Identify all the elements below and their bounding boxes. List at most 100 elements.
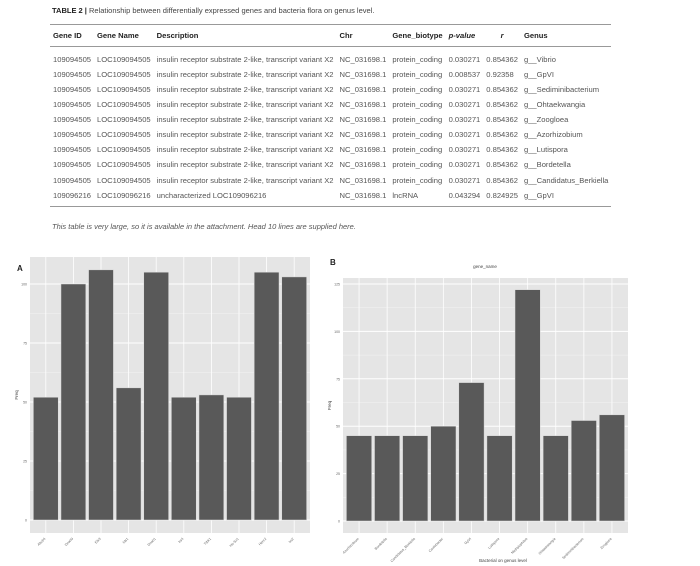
column-header: Description (153, 24, 337, 47)
x-tick-label: Herc2 (258, 537, 267, 546)
table-caption-text: Relationship between differentially expr… (88, 6, 375, 15)
table-row: 109094505 LOC109094505 insulin receptor su… (50, 112, 611, 127)
table-cell: g__Lutispora (523, 145, 568, 155)
table-cell: protein_coding (392, 115, 443, 125)
table-cell: LOC109094505 (97, 145, 151, 155)
table-cell: LOC109094505 (97, 84, 151, 94)
table-cell: protein_coding (392, 145, 443, 155)
table-cell: 0.030271 (448, 84, 481, 94)
table-cell: 109094505 (53, 145, 92, 155)
y-tick-label: 125 (334, 283, 340, 287)
x-tick-label: Zoogloea (599, 537, 612, 550)
table-row: 109094505 LOC109094505 insulin receptor su… (50, 172, 611, 187)
table-row: 109094505 LOC109094505 insulin receptor su… (50, 82, 611, 97)
table-cell: LOC109094505 (97, 100, 151, 110)
table-row: 109094505 LOC109094505 insulin receptor su… (50, 97, 611, 112)
table-cell: g__Candidatus_Berkiella (523, 175, 609, 185)
x-tick-label: Azorhizobium (342, 537, 360, 555)
table-cell: NC_031698.1 (339, 54, 387, 64)
table-cell: 109094505 (53, 175, 92, 185)
table-cell: 0.043294 (445, 187, 484, 208)
column-header: Gene Name (94, 24, 154, 47)
table-cell: insulin receptor substrate 2-like, trans… (156, 145, 334, 155)
table-cell: 0.030271 (448, 160, 481, 170)
table-row: 109094505 LOC109094505 insulin receptor su… (50, 67, 611, 82)
y-tick-label: 0 (25, 519, 27, 523)
x-axis-label: Bacterial on genus level (479, 558, 527, 563)
table-cell: g__Bordetella (523, 160, 571, 170)
table-cell: 0.854362 (486, 84, 518, 94)
bar-Ohtaekwangia (542, 435, 569, 522)
table-cell: NC_031698.1 (336, 187, 390, 208)
y-tick-label: 100 (21, 283, 27, 287)
table-cell: 109096216 (50, 187, 95, 208)
x-tick-label: Irs4 (178, 537, 185, 544)
column-header: Gene_biotype (389, 24, 446, 47)
table-cell: insulin receptor substrate 2-like, trans… (156, 54, 334, 64)
table-cell: LOC109094505 (97, 160, 151, 170)
table-cell: 109094505 (53, 130, 92, 140)
bar-Dnah9 (60, 283, 87, 521)
table-cell: insulin receptor substrate 2-like, trans… (156, 115, 334, 125)
table-row: 109094505 LOC109094505 insulin receptor su… (50, 142, 611, 157)
table-cell: NC_031698.1 (339, 175, 387, 185)
y-tick-label: 25 (336, 472, 340, 476)
table-label: TABLE 2 | (52, 6, 87, 15)
table-footnote: This table is very large, so it is avail… (52, 222, 356, 231)
y-tick-label: 75 (336, 377, 340, 381)
chart-title: gene_name (473, 264, 497, 269)
table-cell: g__GpVI (520, 187, 612, 208)
bar-Lutispora (486, 435, 513, 522)
table-cell: insulin receptor substrate 2-like, trans… (156, 100, 334, 110)
panel-label: A (17, 264, 23, 273)
x-tick-label: Dnah1 (147, 537, 157, 547)
bar-Irs4 (171, 397, 197, 521)
table-cell: protein_coding (392, 160, 443, 170)
table-cell: insulin receptor substrate 2-like, trans… (156, 130, 334, 140)
table-cell: protein_coding (392, 175, 443, 185)
table-cell: protein_coding (392, 130, 443, 140)
column-header: Chr (336, 24, 390, 47)
table-cell: 109094505 (53, 54, 92, 64)
x-tick-label: GpVI (464, 537, 472, 545)
table-cell: protein_coding (392, 84, 443, 94)
x-tick-label: Bordetella (374, 537, 388, 551)
bar-Methylophilus (514, 289, 541, 522)
table-cell: 0.030271 (448, 115, 481, 125)
table-cell: 0.854362 (486, 130, 518, 140)
y-tick-label: 50 (23, 401, 27, 405)
x-tick-label: Elk3 (94, 537, 102, 545)
bar-Hs-Sz1 (226, 397, 252, 521)
table-cell: NC_031698.1 (339, 69, 387, 79)
x-tick-label: Dnah9 (64, 537, 74, 547)
table-cell: insulin receptor substrate 2-like, trans… (156, 84, 334, 94)
bar-Ttbk1 (198, 394, 225, 521)
table-cell: LOC109094505 (97, 69, 151, 79)
table-cell: NC_031698.1 (339, 115, 387, 125)
table-row: 109096216 LOC109096216 uncharacterized LOC… (50, 187, 612, 208)
table-cell: g__Zoogloea (523, 115, 569, 125)
table-cell: insulin receptor substrate 2-like, trans… (156, 69, 334, 79)
table-cell: NC_031698.1 (339, 130, 387, 140)
table-cell: 109094505 (53, 100, 92, 110)
table-cell: NC_031698.1 (339, 160, 387, 170)
table-cell: LOC109096216 (94, 187, 154, 208)
bar-GpVI (458, 382, 485, 522)
panel-label: B (330, 258, 336, 267)
table-cell: protein_coding (392, 69, 443, 79)
column-header: r (483, 24, 521, 47)
bar-Dnah1 (143, 271, 169, 521)
bar-Zoogloea (599, 414, 625, 522)
y-axis-label: Freq (14, 390, 19, 400)
x-tick-label: Ohtaekwangia (538, 537, 557, 556)
table-cell: 0.030271 (448, 145, 481, 155)
table-cell: protein_coding (392, 54, 443, 64)
table-cell: insulin receptor substrate 2-like, trans… (156, 175, 334, 185)
bar-Caulobacter (430, 425, 457, 522)
table-cell: 0.854362 (486, 54, 518, 64)
y-tick-label: 25 (23, 460, 27, 464)
table-cell: 0.030271 (448, 54, 481, 64)
table-cell: 0.92358 (486, 69, 514, 79)
x-tick-label: Abcb4 (37, 537, 47, 547)
